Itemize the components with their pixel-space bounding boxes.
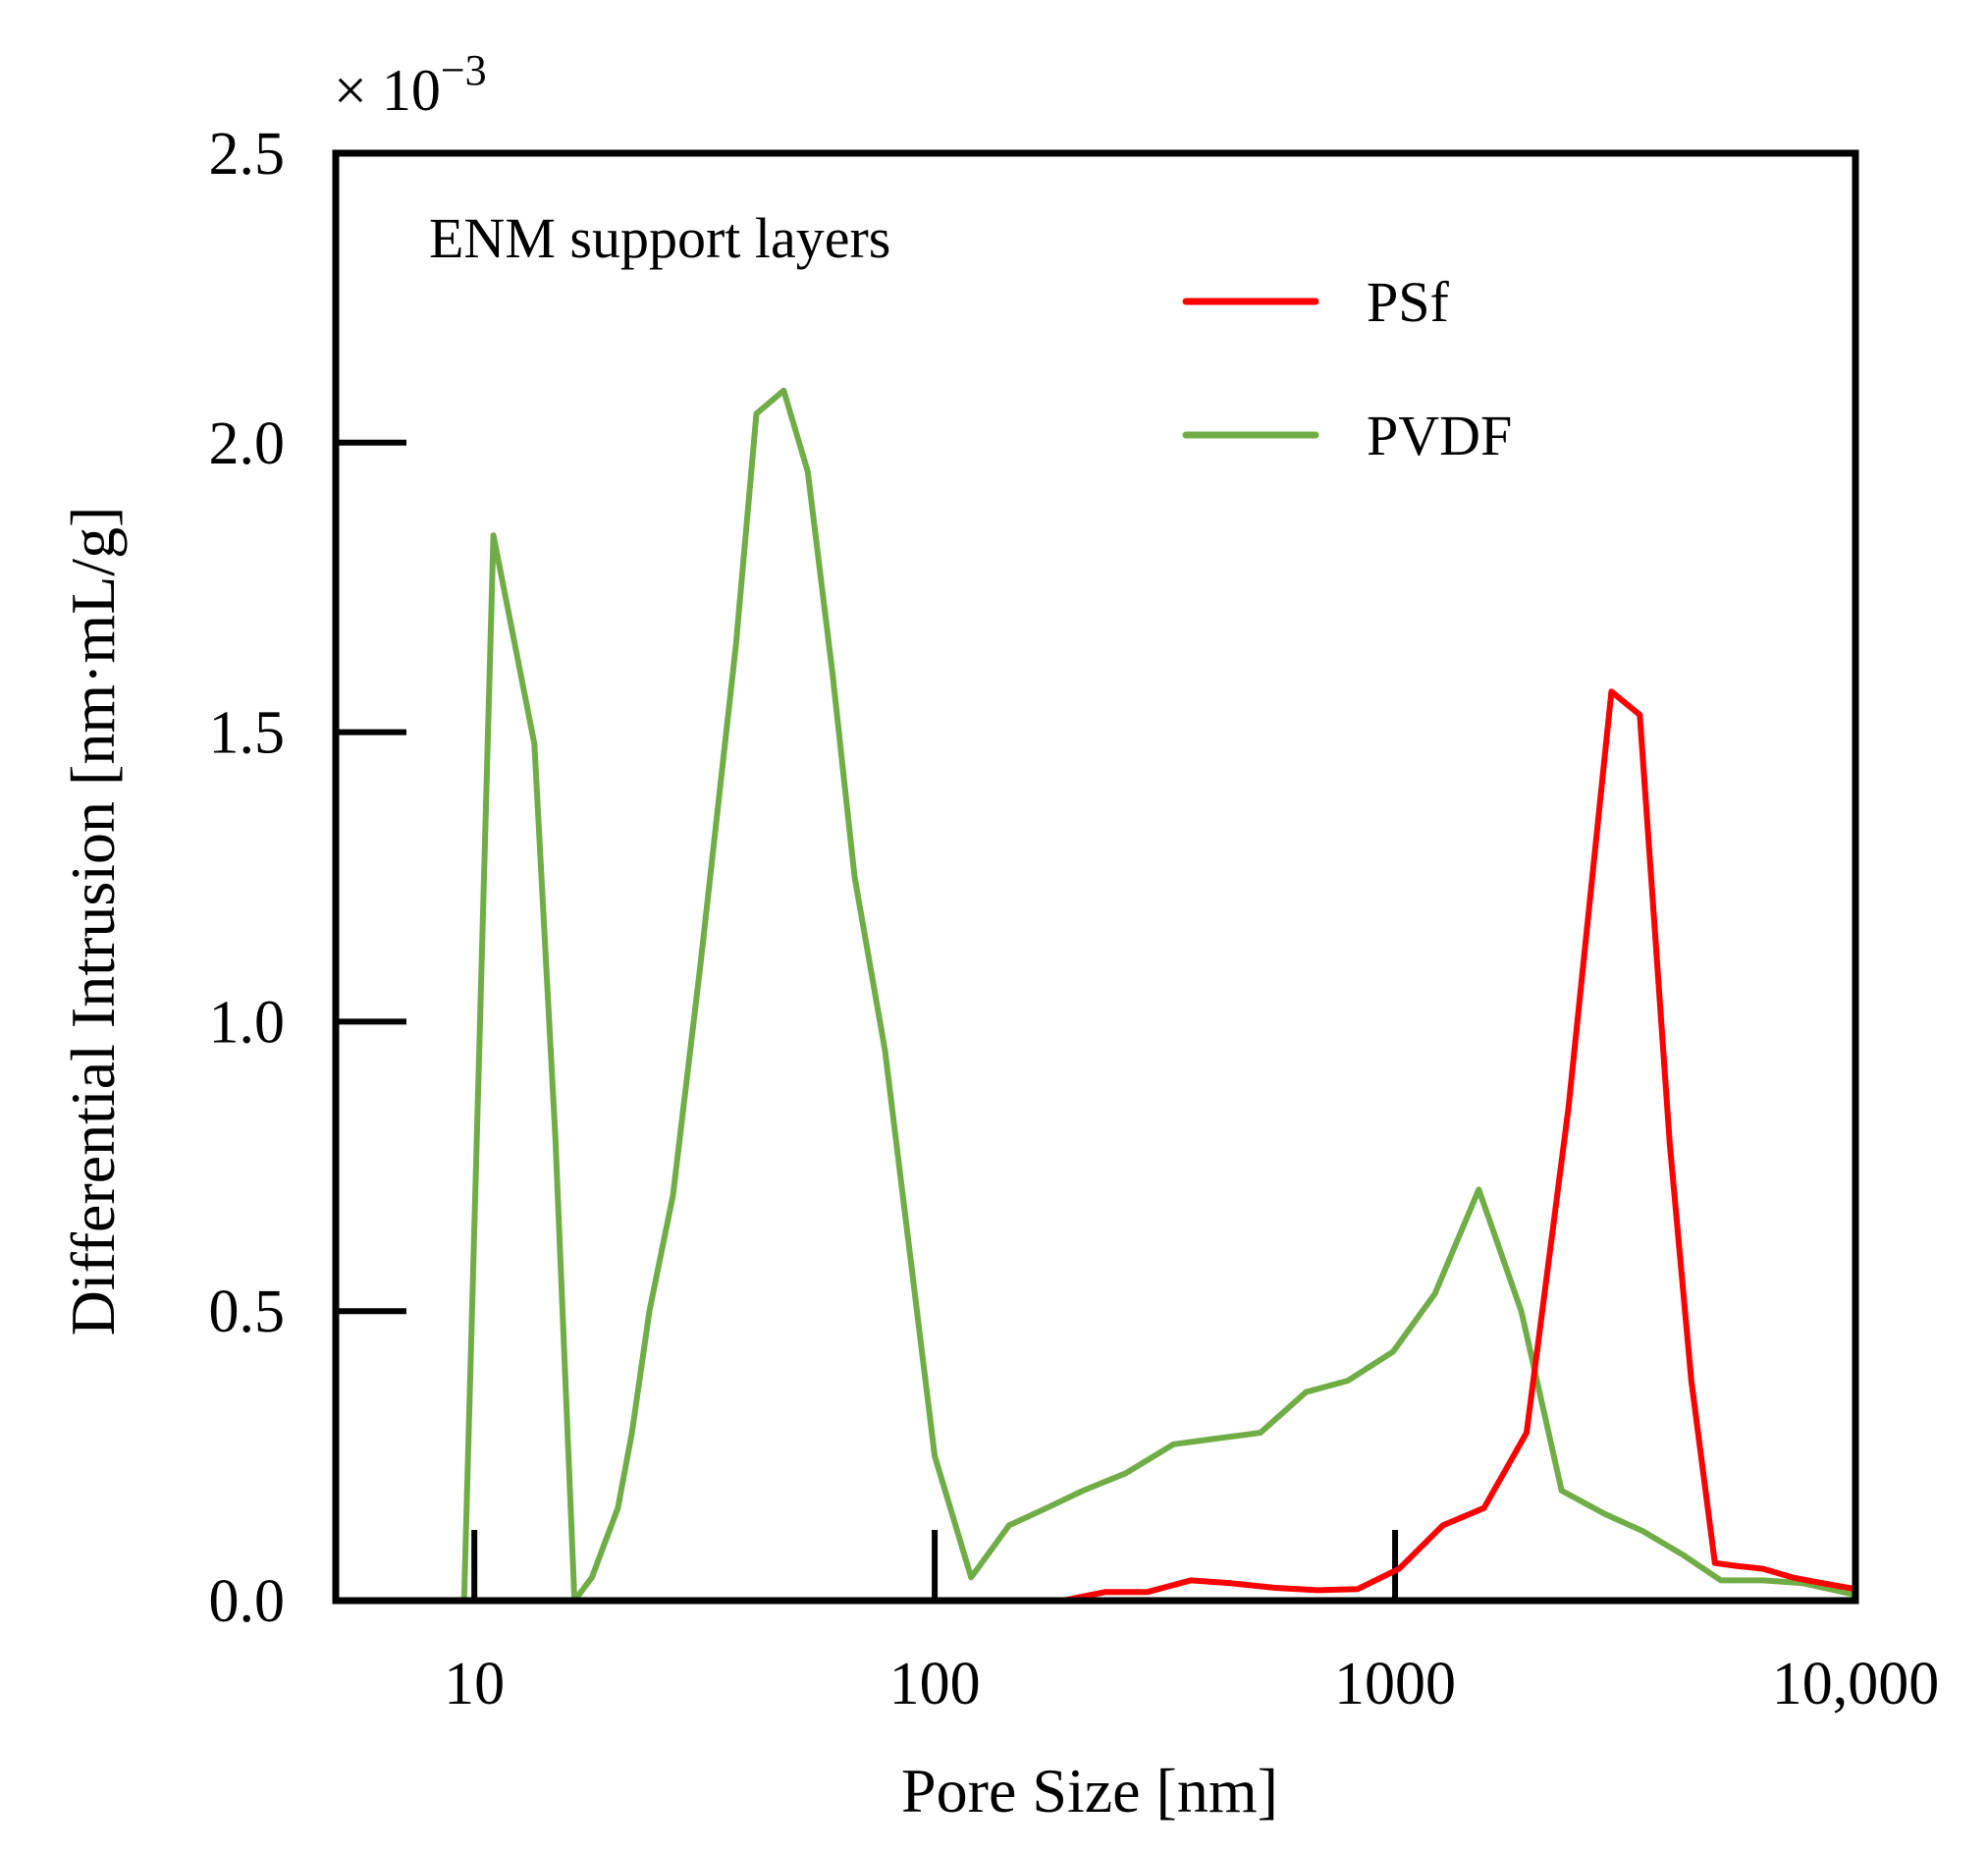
x-tick-label-2: 1000 [1334, 1651, 1456, 1717]
plot-frame [332, 149, 1859, 1605]
y-multiplier: × 10−3 [334, 46, 487, 123]
y-tick-label-0: 0.0 [209, 1568, 286, 1635]
legend-label-pvdf: PVDF [1367, 404, 1512, 467]
series-line-pvdf [333, 387, 1858, 1604]
legend: PSf PVDF [1182, 270, 1512, 467]
y-tick-label-1: 0.5 [209, 1279, 286, 1345]
tick-labels: 10 100 1000 10,000 0.0 0.5 1.0 1.5 2.0 2.5 [209, 121, 1940, 1717]
x-tick-label-0: 10 [444, 1651, 505, 1717]
y-multiplier-base: × 10 [334, 58, 441, 123]
x-tick-label-3: 10,000 [1772, 1651, 1940, 1717]
x-tick-label-1: 100 [889, 1651, 981, 1717]
y-tick-label-5: 2.5 [209, 121, 286, 188]
annotation-label: ENM support layers [429, 206, 890, 270]
y-tick-label-4: 2.0 [209, 410, 286, 477]
y-multiplier-exponent: −3 [441, 46, 487, 94]
y-tick-label-3: 1.5 [209, 700, 286, 767]
series-lines [333, 387, 1858, 1604]
axis-ticks [336, 439, 1399, 1601]
y-axis-title: Differential Intrusion [nm·mL/g] [58, 507, 128, 1336]
series-line-psf [333, 688, 1858, 1604]
x-axis-title: Pore Size [nm] [901, 1756, 1278, 1825]
legend-label-psf: PSf [1367, 270, 1450, 334]
y-tick-label-2: 1.0 [209, 989, 286, 1056]
